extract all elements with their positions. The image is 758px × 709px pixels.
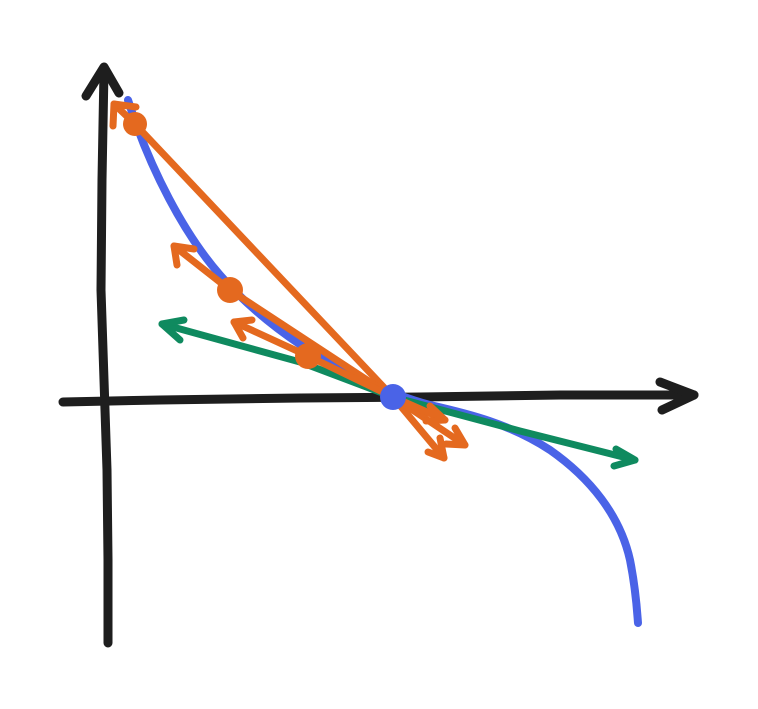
y-axis: [96, 65, 113, 648]
secant-3-end-arrowhead-icon: [422, 402, 449, 425]
secant-2-end-arrowhead-icon: [442, 424, 469, 449]
secant-point-3: [295, 343, 321, 369]
secant-3-start-arrowhead-icon: [230, 316, 256, 342]
secant-lines: [109, 100, 469, 462]
secant-points: [123, 112, 321, 369]
secant-1-start-arrowhead-icon: [109, 100, 140, 130]
secant-line-1: [109, 100, 448, 462]
tangent-start-arrowhead-icon: [158, 316, 188, 344]
y-axis-arrowhead-icon: [81, 62, 124, 101]
x-axis: [58, 390, 699, 407]
x-axis-arrowhead-icon: [655, 377, 699, 415]
secant-line-3: [230, 316, 449, 425]
axes: [58, 62, 699, 648]
secant-point-2: [217, 277, 243, 303]
secant-2-start-arrowhead-icon: [170, 242, 198, 269]
tangent-end-arrowhead-icon: [610, 445, 639, 470]
secant-line-2: [170, 242, 469, 449]
decreasing-curve: [124, 96, 642, 627]
tangent-point: [380, 384, 406, 410]
secant-point-1: [123, 112, 147, 136]
secant-1-end-arrowhead-icon: [424, 434, 448, 462]
